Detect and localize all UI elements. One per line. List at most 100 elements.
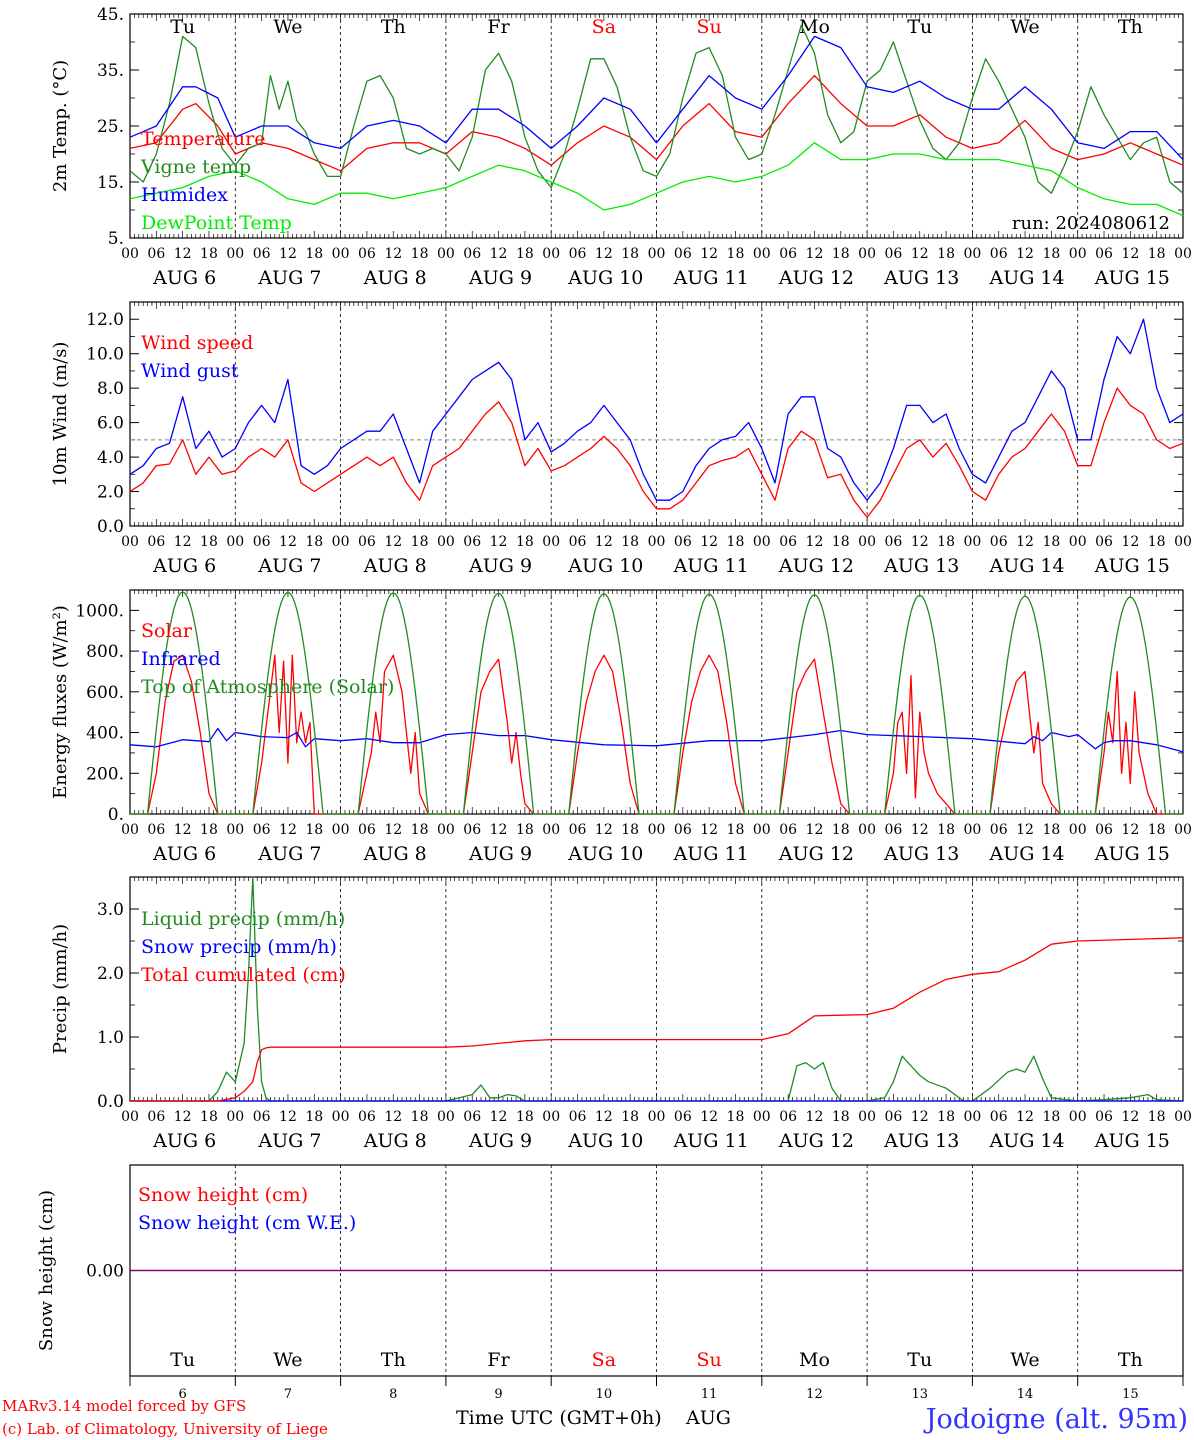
- hour-tick-label: 12: [384, 1109, 402, 1125]
- weekday-label: Tu: [907, 16, 932, 38]
- hour-tick-label: 18: [411, 822, 429, 838]
- date-label: AUG 8: [363, 843, 427, 865]
- hour-tick-label: 00: [753, 822, 771, 838]
- hour-tick-label: 00: [437, 534, 455, 550]
- hour-tick-label: 18: [937, 1109, 955, 1125]
- hour-tick-label: 18: [727, 246, 745, 262]
- panel-5: 0.00 Snow height (cm) Snow height (cm) Snow…: [36, 1164, 1184, 1402]
- hour-tick-label: 12: [700, 1109, 718, 1125]
- legend-entry: Humidex: [141, 184, 228, 206]
- hour-tick-label: 12: [1016, 822, 1034, 838]
- y-tick-label: 5.: [108, 229, 124, 249]
- hour-tick-label: 00: [648, 1109, 666, 1125]
- hour-tick-label: 00: [226, 1109, 244, 1125]
- hour-tick-label: 18: [200, 534, 218, 550]
- day-number-label: 10: [596, 1387, 613, 1402]
- series-line-total-cumulated-cm-: [130, 937, 1184, 1102]
- hour-tick-label: 18: [411, 246, 429, 262]
- hour-tick-label: 06: [674, 822, 692, 838]
- hour-tick-label: 12: [279, 246, 297, 262]
- hour-tick-label: 18: [832, 246, 850, 262]
- hour-tick-label: 00: [121, 246, 139, 262]
- day-number-label: 12: [806, 1387, 823, 1402]
- hour-tick-label: 00: [1174, 534, 1192, 550]
- y-tick-label: 4.0: [97, 448, 124, 468]
- hour-tick-label: 12: [1016, 534, 1034, 550]
- series-line-dewpoint-temp: [129, 142, 1184, 217]
- day-number-label: 13: [911, 1387, 928, 1402]
- date-label: AUG 13: [883, 1130, 959, 1152]
- hour-tick-label: 12: [384, 822, 402, 838]
- date-label: AUG 14: [988, 843, 1064, 865]
- hour-tick-label: 06: [674, 246, 692, 262]
- y-axis-label: Energy fluxes (W/m²): [50, 605, 71, 799]
- hour-tick-label: 06: [779, 1109, 797, 1125]
- hour-tick-label: 12: [1121, 1109, 1139, 1125]
- hour-tick-label: 06: [147, 246, 165, 262]
- hour-tick-label: 00: [226, 822, 244, 838]
- y-tick-label: 0.0: [97, 517, 124, 537]
- legend-entry: Infrared: [141, 648, 221, 670]
- hour-tick-label: 18: [305, 534, 323, 550]
- hour-tick-label: 00: [332, 822, 350, 838]
- hour-tick-label: 18: [621, 822, 639, 838]
- weekday-label: Mo: [799, 1349, 830, 1371]
- y-tick-label: 1000.: [75, 601, 124, 621]
- hour-tick-label: 06: [253, 534, 271, 550]
- hour-tick-label: 00: [1174, 1109, 1192, 1125]
- hour-tick-label: 00: [332, 246, 350, 262]
- location-label: Jodoigne (alt. 95m): [923, 1404, 1188, 1435]
- weekday-label: Tu: [170, 1349, 195, 1371]
- y-tick-label: 2.0: [97, 964, 124, 984]
- legend-entry: Vigne temp: [140, 156, 251, 178]
- weekday-label: Th: [1118, 16, 1143, 38]
- hour-tick-label: 18: [937, 822, 955, 838]
- date-label: AUG 11: [673, 267, 749, 289]
- weekday-label: We: [1010, 1349, 1039, 1371]
- hour-tick-label: 12: [1121, 246, 1139, 262]
- hour-tick-label: 00: [963, 1109, 981, 1125]
- date-label: AUG 15: [1094, 267, 1170, 289]
- hour-tick-label: 18: [1148, 1109, 1166, 1125]
- hour-tick-label: 18: [727, 1109, 745, 1125]
- hour-tick-label: 06: [463, 534, 481, 550]
- hour-tick-label: 18: [411, 534, 429, 550]
- day-number-label: 15: [1122, 1387, 1139, 1402]
- y-tick-label: 1.0: [97, 1028, 124, 1048]
- hour-tick-label: 12: [595, 246, 613, 262]
- hour-tick-label: 12: [1016, 1109, 1034, 1125]
- hour-tick-label: 06: [253, 246, 271, 262]
- y-tick-label: 400.: [86, 724, 124, 744]
- hour-tick-label: 00: [121, 534, 139, 550]
- weekday-label: Su: [697, 16, 722, 38]
- hour-tick-label: 06: [1095, 1109, 1113, 1125]
- series-line-wind-speed: [129, 387, 1184, 519]
- y-tick-label: 800.: [86, 642, 124, 662]
- weekday-label: Mo: [799, 16, 830, 38]
- date-label: AUG 6: [152, 1130, 216, 1152]
- panel-2: 0.0 2.0 4.0 6.0 8.0 10.0 12.0 10m Wind (m/s) Win…: [50, 301, 1192, 577]
- y-axis-label: 2m Temp. (°C): [50, 60, 71, 192]
- hour-tick-label: 18: [305, 246, 323, 262]
- date-label: AUG 10: [567, 843, 643, 865]
- hour-tick-label: 12: [279, 1109, 297, 1125]
- hour-tick-label: 00: [858, 1109, 876, 1125]
- hour-tick-label: 18: [1042, 246, 1060, 262]
- date-label: AUG 9: [468, 555, 532, 577]
- date-label: AUG 15: [1094, 843, 1170, 865]
- hour-tick-label: 00: [648, 534, 666, 550]
- series-line-wind-gust: [129, 318, 1184, 501]
- hour-tick-label: 06: [358, 246, 376, 262]
- legend-entry: Solar: [141, 620, 193, 642]
- hour-tick-label: 06: [885, 822, 903, 838]
- weekday-label: Th: [381, 16, 406, 38]
- hour-tick-label: 06: [990, 246, 1008, 262]
- hour-tick-label: 00: [753, 534, 771, 550]
- date-label: AUG 13: [883, 555, 959, 577]
- y-tick-label: 600.: [86, 683, 124, 703]
- weekday-label: We: [1010, 16, 1039, 38]
- hour-tick-label: 06: [358, 534, 376, 550]
- hour-tick-label: 12: [595, 534, 613, 550]
- date-label: AUG 7: [257, 555, 321, 577]
